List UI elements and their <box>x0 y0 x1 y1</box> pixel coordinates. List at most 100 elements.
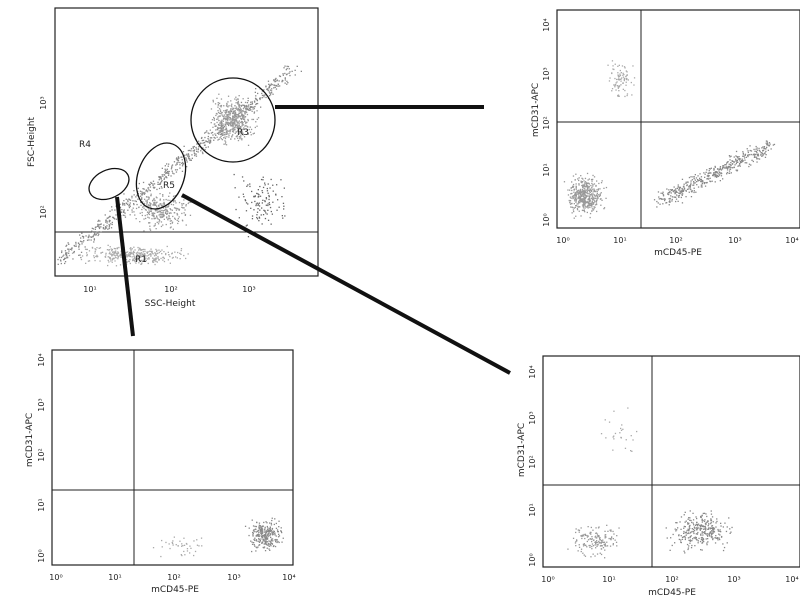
event-dot <box>184 214 186 216</box>
event-dot <box>166 216 168 218</box>
event-dot <box>111 259 113 261</box>
event-dot <box>235 119 237 121</box>
event-dot <box>209 137 212 139</box>
event-dot <box>593 539 595 541</box>
event-dot <box>141 196 143 199</box>
event-dot <box>258 205 261 207</box>
event-dot <box>246 107 248 110</box>
event-dot <box>135 218 137 220</box>
event-dot <box>590 178 593 181</box>
event-dot <box>113 217 115 219</box>
event-dot <box>246 185 248 187</box>
event-dot <box>581 177 583 179</box>
event-dot <box>104 227 107 229</box>
event-dot <box>681 536 684 538</box>
event-dot <box>161 180 163 182</box>
event-dot <box>580 180 582 182</box>
event-dot <box>218 127 220 129</box>
event-dot <box>122 214 124 216</box>
event-dot <box>286 80 288 82</box>
event-dot <box>760 154 762 156</box>
event-dot <box>278 206 280 208</box>
event-dot <box>581 537 583 540</box>
event-dot <box>770 148 772 150</box>
event-dot <box>243 106 245 109</box>
event-dot <box>268 531 271 533</box>
event-dot <box>104 226 107 228</box>
event-dot <box>259 97 262 99</box>
event-dot <box>764 153 766 155</box>
event-dot <box>668 193 670 196</box>
event-dot <box>92 231 94 233</box>
event-dot <box>126 255 128 257</box>
event-dot <box>592 203 595 205</box>
event-dot <box>139 256 141 258</box>
event-dot <box>687 548 689 551</box>
event-dot <box>684 526 686 528</box>
event-dot <box>680 541 682 543</box>
event-dot <box>720 175 723 177</box>
event-dot <box>128 253 130 255</box>
event-dot <box>226 103 228 106</box>
event-dot <box>227 95 230 97</box>
event-dot <box>709 535 711 537</box>
event-dot <box>248 104 250 106</box>
event-dot <box>281 81 283 83</box>
event-dot <box>575 201 577 203</box>
event-dot <box>762 154 764 157</box>
event-dot <box>691 521 693 524</box>
event-dot <box>296 65 298 67</box>
event-dot <box>65 255 67 257</box>
x-tick-label: 10⁰ <box>541 575 554 584</box>
event-dot <box>277 199 279 201</box>
event-dot <box>689 532 692 534</box>
event-dot <box>702 512 704 515</box>
event-dot <box>754 150 756 152</box>
event-dot <box>173 212 175 214</box>
event-dot <box>694 524 697 526</box>
event-dot <box>129 214 131 216</box>
event-dot <box>759 150 761 153</box>
event-dot <box>223 114 225 116</box>
event-dot <box>626 93 629 95</box>
event-dot <box>234 127 236 129</box>
event-dot <box>212 101 214 103</box>
event-dot <box>103 224 105 226</box>
event-dot <box>696 538 698 541</box>
event-dot <box>73 251 75 254</box>
event-dot <box>582 194 584 196</box>
event-dot <box>594 536 596 538</box>
event-dot <box>174 169 177 171</box>
event-dot <box>173 195 175 197</box>
event-dot <box>693 190 695 192</box>
event-dot <box>693 526 696 528</box>
event-dot <box>267 529 270 532</box>
event-dot <box>691 540 693 542</box>
event-dot <box>191 154 193 156</box>
event-dot <box>582 543 585 545</box>
event-dot <box>159 182 161 185</box>
event-dot <box>266 538 269 540</box>
event-dot <box>110 260 112 262</box>
event-dot <box>760 152 762 154</box>
event-dot <box>251 550 253 553</box>
event-dot <box>680 541 682 544</box>
event-dot <box>738 164 740 167</box>
event-dot <box>259 530 262 532</box>
event-dot <box>587 526 589 528</box>
event-dot <box>154 201 156 203</box>
event-dot <box>583 535 585 537</box>
event-dot <box>584 544 586 546</box>
event-dot <box>282 537 284 539</box>
event-dot <box>239 115 241 118</box>
event-dot <box>762 150 764 152</box>
event-dot <box>571 206 573 208</box>
event-dot <box>59 259 62 261</box>
event-dot <box>210 132 213 134</box>
event-dot <box>245 225 247 227</box>
event-dot <box>265 535 268 537</box>
event-dot <box>753 156 756 158</box>
event-dot <box>630 81 632 84</box>
event-dot <box>253 209 255 211</box>
event-dot <box>694 536 696 538</box>
